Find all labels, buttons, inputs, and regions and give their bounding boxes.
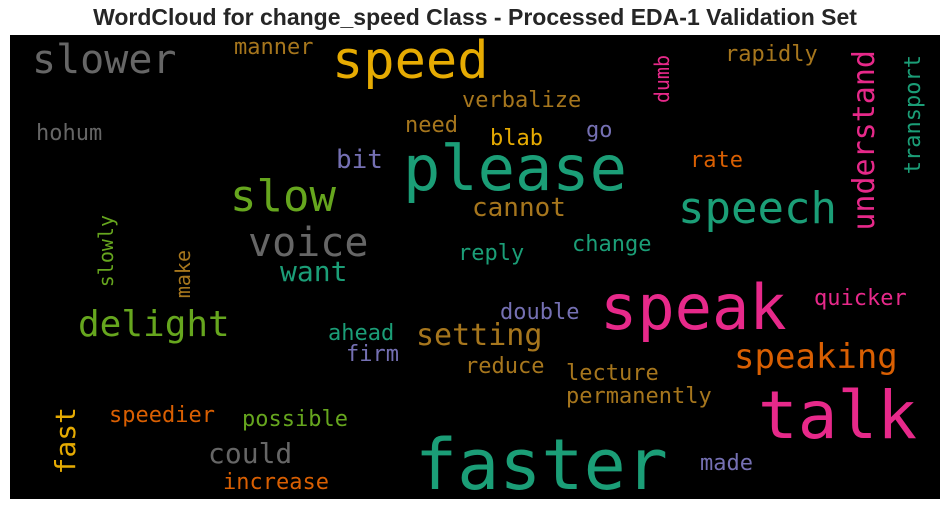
word-go: go	[586, 118, 613, 143]
word-slower: slower	[32, 37, 177, 83]
word-lecture: lecture	[566, 361, 659, 386]
word-speedier: speedier	[109, 403, 215, 428]
word-faster: faster	[415, 424, 668, 499]
word-reduce: reduce	[465, 354, 545, 379]
word-quicker: quicker	[814, 286, 907, 311]
word-need: need	[405, 113, 458, 138]
word-please: please	[403, 132, 627, 205]
word-cannot: cannot	[472, 193, 566, 223]
word-manner: manner	[234, 35, 314, 60]
word-understand: understand	[847, 50, 882, 231]
word-rapidly: rapidly	[725, 42, 818, 67]
word-slow: slow	[230, 171, 336, 222]
word-dumb: dumb	[650, 55, 674, 104]
word-slowly: slowly	[94, 215, 118, 288]
word-speaking: speaking	[734, 337, 898, 377]
word-delight: delight	[78, 304, 230, 345]
word-hohum: hohum	[36, 121, 103, 146]
word-want: want	[280, 255, 348, 288]
word-reply: reply	[458, 241, 525, 266]
word-voice: voice	[248, 220, 369, 266]
word-change: change	[572, 232, 652, 257]
word-fast: fast	[49, 407, 82, 475]
word-bit: bit	[336, 145, 383, 175]
word-cloud: faster please speak talk speed slow speech voic…	[10, 35, 940, 499]
word-made: made	[700, 451, 753, 476]
word-double: double	[500, 300, 580, 325]
word-rate: rate	[690, 148, 743, 173]
word-blab: blab	[490, 126, 543, 151]
word-could: could	[208, 437, 293, 470]
chart-title: WordCloud for change_speed Class - Proce…	[93, 4, 857, 30]
word-possible: possible	[242, 407, 348, 432]
word-speech: speech	[678, 183, 837, 234]
word-talk: talk	[758, 377, 917, 454]
word-transport: transport	[901, 55, 926, 175]
word-permanently: permanently	[566, 384, 712, 409]
word-ahead: ahead	[328, 321, 395, 346]
word-firm: firm	[346, 342, 399, 367]
word-setting: setting	[416, 318, 543, 353]
word-speak: speak	[600, 271, 787, 344]
word-verbalize: verbalize	[462, 88, 582, 113]
word-increase: increase	[223, 470, 329, 495]
word-make: make	[171, 250, 195, 299]
word-speed: speed	[332, 35, 489, 91]
